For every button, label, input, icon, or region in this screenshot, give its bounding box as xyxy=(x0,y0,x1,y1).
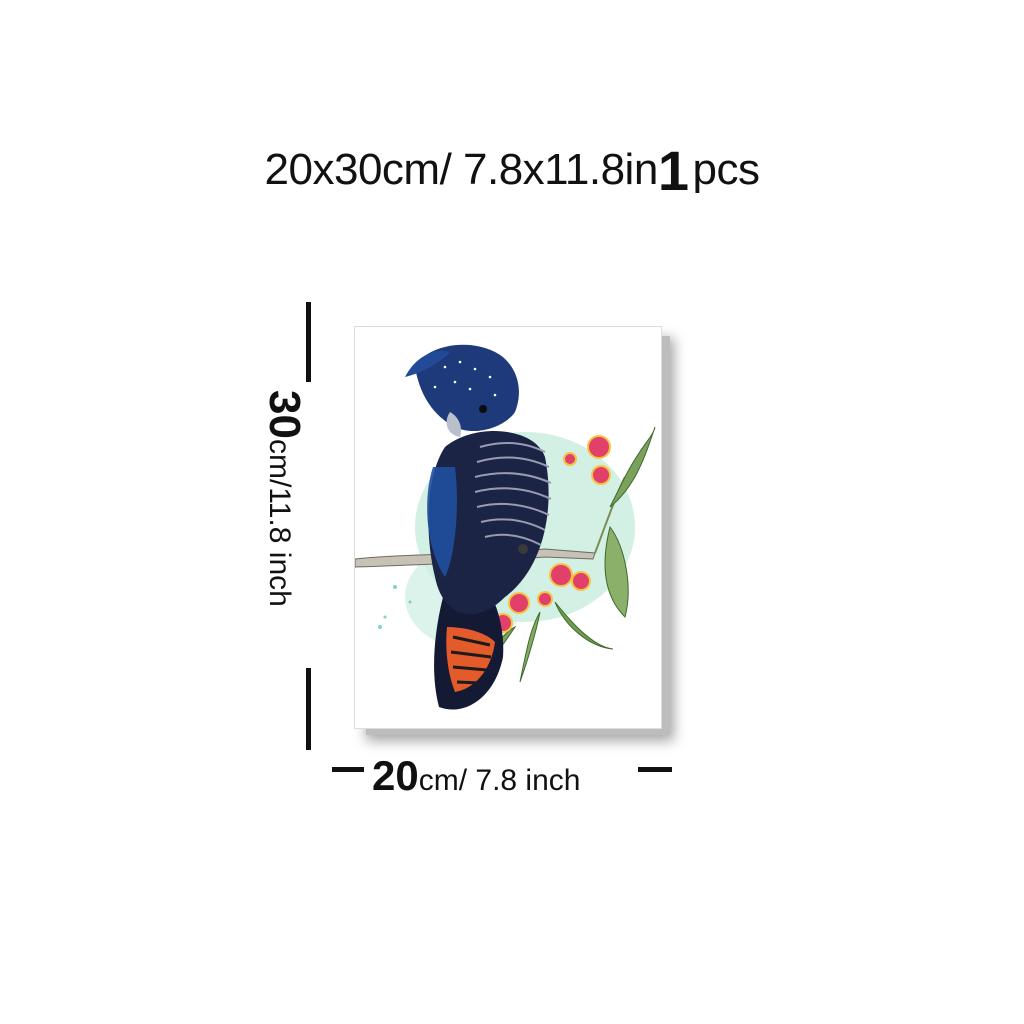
width-number: 20 xyxy=(372,752,419,799)
width-unit: cm/ 7.8 inch xyxy=(418,764,581,797)
quantity-unit: pcs xyxy=(692,145,760,194)
black-cockatoo-painting-icon xyxy=(355,344,656,710)
height-unit: cm/11.8 inch xyxy=(263,438,296,607)
width-dimension-line-left xyxy=(332,767,364,772)
size-quantity-heading: 20x30cm/ 7.8x11.8in1pcs xyxy=(0,138,1024,203)
width-dimension-line-right xyxy=(638,767,672,772)
height-dimension-line-bottom xyxy=(306,668,311,750)
height-dimension-line-top xyxy=(306,302,311,382)
canvas-print xyxy=(354,326,662,729)
quantity-number: 1 xyxy=(657,139,689,202)
height-number: 30 xyxy=(260,390,309,439)
height-dimension-label: 30cm/11.8 inch xyxy=(259,390,309,607)
size-text: 20x30cm/ 7.8x11.8in xyxy=(264,145,659,194)
width-dimension-label: 20cm/ 7.8 inch xyxy=(372,752,580,800)
